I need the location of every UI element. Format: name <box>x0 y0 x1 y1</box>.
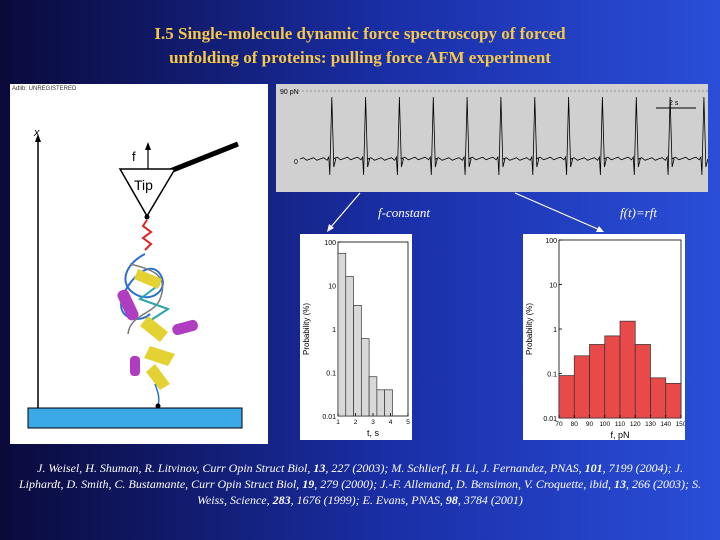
citation-volume: 98 <box>445 493 458 507</box>
histogram-bar <box>573 355 590 419</box>
histogram-bar <box>650 377 667 419</box>
title-line-1: I.5 Single-molecule dynamic force spectr… <box>154 24 566 43</box>
citation-part: , 227 (2003); M. Schlierf, H. Li, J. Fer… <box>325 461 585 475</box>
histogram-bar <box>558 375 575 419</box>
afm-diagram: Adlib: UNREGISTERED x f Tip <box>10 84 268 444</box>
mode-label-ramp: f(t)=rft <box>620 205 657 220</box>
x-tick-label: 80 <box>571 421 579 428</box>
x-tick-label: 110 <box>615 421 626 428</box>
left-connector-head <box>327 224 334 232</box>
citation-part: , 3784 (2001) <box>457 493 523 507</box>
citation-part: J. Weisel, H. Shuman, R. Litvinov, Curr … <box>37 461 314 475</box>
right-connector-head <box>596 226 604 232</box>
citation-part: , 266 (2003); S. Weiss, Science, <box>197 477 702 507</box>
citation-part: , 279 (2000); J.-F. Allemand, D. Bensimo… <box>314 477 615 491</box>
citation-volume: 19 <box>302 477 315 491</box>
y-tick-label: 0.01 <box>322 414 336 421</box>
force-trace-line <box>299 96 709 176</box>
title-line-2: unfolding of proteins: pulling force AFM… <box>169 48 551 67</box>
histogram-bar <box>376 389 386 417</box>
histogram-left-panel: 100 10 1 0.1 0.01 1 2 3 4 5 Probability (%) t, s <box>300 234 412 440</box>
watermark-text: Adlib: UNREGISTERED <box>12 86 77 92</box>
histogram-bar <box>634 344 651 419</box>
citation-part: , 7199 (2004); J. Liphardt, D. Smith, C.… <box>18 461 683 491</box>
y-tick-label: 10 <box>328 284 336 291</box>
x-tick-label: 130 <box>645 421 656 428</box>
y-tick-label: 10 <box>549 283 557 290</box>
citation-volume: 13 <box>614 477 627 491</box>
tip-label: Tip <box>134 177 153 193</box>
force-trace-panel: 90 pN 0 2 s <box>276 84 709 192</box>
histogram-bar <box>384 389 393 417</box>
y-tick-label: 0.1 <box>547 372 557 379</box>
x-tick-label: 120 <box>630 421 641 428</box>
x-axis-label: f, pN <box>610 430 629 440</box>
citation-text: J. Weisel, H. Shuman, R. Litvinov, Curr … <box>18 460 702 508</box>
histogram-bar <box>665 383 682 419</box>
citation-volume: 101 <box>584 461 603 475</box>
left-connector <box>329 192 361 229</box>
substrate <box>27 407 243 429</box>
afm-diagram-svg: Adlib: UNREGISTERED x f Tip <box>12 86 243 429</box>
x-tick-label: 100 <box>599 421 610 428</box>
trace-scale-top: 90 pN <box>280 89 299 96</box>
force-label: f <box>132 149 136 164</box>
x-tick-label: 3 <box>371 419 375 426</box>
y-tick-label: 0.01 <box>543 416 557 423</box>
x-axis-label: t, s <box>367 428 380 438</box>
citation-volume: 13 <box>313 461 326 475</box>
y-tick-label: 0.1 <box>326 371 336 378</box>
y-tick-label: 100 <box>545 238 557 245</box>
mode-label-constant: f-constant <box>378 205 430 220</box>
histogram-bar <box>589 344 606 419</box>
x-tick-label: 70 <box>555 421 563 428</box>
x-axis-label: x <box>33 127 40 139</box>
x-tick-label: 4 <box>389 419 393 426</box>
histogram-bar <box>337 252 347 417</box>
histogram-bar <box>604 335 621 419</box>
y-tick-label: 100 <box>324 240 336 247</box>
histogram-right-panel: 100 10 1 0.1 0.01 70 80 90 100 110 120 130 140 150 Pro… <box>523 234 687 440</box>
slide-title: I.5 Single-molecule dynamic force spectr… <box>40 22 680 70</box>
y-tick-label: 1 <box>553 327 557 334</box>
histogram-bar <box>353 304 362 417</box>
protein-structure <box>117 253 198 409</box>
x-axis-arrow <box>35 134 41 142</box>
y-tick-label: 1 <box>332 327 336 334</box>
tip-apex <box>144 214 150 220</box>
x-tick-label: 90 <box>586 421 594 428</box>
x-tick-label: 2 <box>354 419 358 426</box>
y-axis-label: Probability (%) <box>302 303 311 355</box>
force-trace-svg: 90 pN 0 2 s <box>280 89 709 176</box>
histogram-bar <box>345 276 354 417</box>
x-tick-label: 150 <box>676 421 685 428</box>
trace-scale-zero: 0 <box>294 159 298 166</box>
x-tick-label: 5 <box>406 419 410 426</box>
histogram-bar <box>360 338 370 417</box>
histogram-bar <box>619 320 636 419</box>
afm-tip <box>118 168 177 218</box>
linker-chain <box>141 219 153 251</box>
citation-part: , 1676 (1999); E. Evans, PNAS, <box>290 493 446 507</box>
x-tick-label: 140 <box>660 421 671 428</box>
y-axis-label: Probability (%) <box>525 303 534 355</box>
x-tick-label: 1 <box>336 419 340 426</box>
citation-volume: 283 <box>272 493 291 507</box>
right-connector <box>514 192 601 231</box>
force-arrowhead <box>145 142 151 150</box>
time-scale-label: 2 s <box>669 100 679 107</box>
histogram-bar <box>368 376 378 417</box>
